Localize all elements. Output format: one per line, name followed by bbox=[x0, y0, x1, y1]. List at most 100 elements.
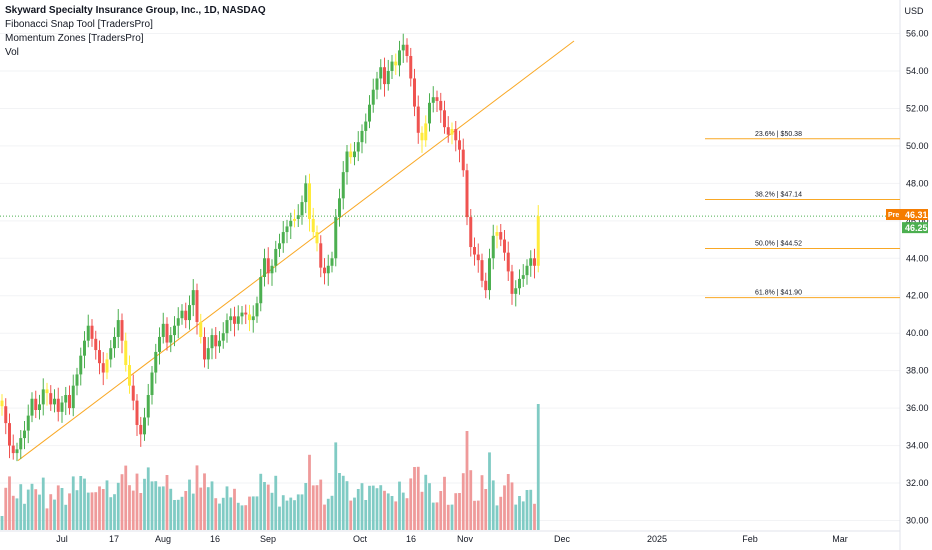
candle-body bbox=[473, 247, 476, 255]
volume-bar bbox=[446, 504, 450, 530]
volume-bar bbox=[345, 481, 349, 530]
volume-bar bbox=[23, 503, 26, 530]
volume-bar bbox=[255, 496, 259, 530]
candle-body bbox=[503, 239, 506, 253]
volume-bar bbox=[113, 494, 116, 530]
indicator-momentum-label[interactable]: Momentum Zones [TradersPro] bbox=[5, 33, 144, 44]
candle-body bbox=[188, 305, 191, 321]
candle-body bbox=[308, 183, 311, 219]
volume-bar bbox=[139, 493, 143, 530]
candle-body bbox=[398, 50, 401, 66]
volume-bar bbox=[86, 492, 90, 530]
volume-bar bbox=[38, 494, 41, 530]
candle-body bbox=[525, 265, 529, 276]
candle-body bbox=[214, 335, 218, 347]
x-tick-label: 16 bbox=[210, 534, 220, 544]
y-tick-label: 32.00 bbox=[906, 478, 929, 488]
volume-bar bbox=[120, 474, 124, 530]
indicator-volume-label[interactable]: Vol bbox=[5, 47, 19, 58]
candle-body bbox=[199, 321, 203, 337]
candle-body bbox=[458, 140, 461, 150]
candle-body bbox=[98, 350, 101, 364]
volume-bar bbox=[386, 493, 390, 530]
candle-body bbox=[191, 290, 195, 306]
y-tick-label: 50.00 bbox=[906, 141, 929, 151]
volume-bar bbox=[454, 493, 458, 530]
volume-bar bbox=[323, 504, 326, 530]
candle-body bbox=[326, 265, 330, 274]
trend-line bbox=[17, 40, 575, 461]
volume-bar bbox=[116, 482, 120, 530]
candle-body bbox=[454, 129, 458, 141]
candle-body bbox=[154, 351, 158, 373]
volume-bar bbox=[443, 476, 446, 530]
volume-bar bbox=[293, 500, 296, 530]
volume-bar bbox=[165, 475, 169, 530]
symbol-title[interactable]: Skyward Specialty Insurance Group, Inc.,… bbox=[5, 5, 266, 16]
candle-body bbox=[83, 340, 86, 356]
volume-bar bbox=[180, 496, 184, 530]
candle-body bbox=[405, 44, 409, 56]
volume-bar bbox=[90, 492, 94, 530]
candle-body bbox=[109, 348, 113, 360]
volume-bar bbox=[375, 488, 379, 530]
pre-price-value: 46.31 bbox=[905, 210, 928, 220]
x-tick-label: Dec bbox=[554, 534, 571, 544]
x-tick-label: Nov bbox=[457, 534, 474, 544]
candle-body bbox=[533, 258, 536, 266]
volume-bar bbox=[484, 489, 488, 530]
candle-body bbox=[536, 216, 540, 266]
volume-bar bbox=[424, 474, 428, 530]
y-tick-label: 48.00 bbox=[906, 178, 929, 188]
candle-body bbox=[251, 316, 255, 321]
volume-bar bbox=[34, 489, 38, 530]
candle-body bbox=[41, 389, 45, 405]
volume-bar bbox=[416, 466, 420, 530]
candle-body bbox=[45, 389, 49, 394]
candle-body bbox=[38, 404, 41, 410]
candle-body bbox=[270, 265, 274, 274]
candle-body bbox=[180, 310, 184, 319]
candle-body bbox=[195, 290, 199, 322]
candle-body bbox=[506, 252, 510, 272]
candle-body bbox=[203, 336, 206, 360]
candle-body bbox=[311, 218, 315, 233]
last-price-value: 46.25 bbox=[905, 223, 928, 233]
volume-bar bbox=[401, 492, 405, 530]
volume-bar bbox=[19, 484, 23, 530]
candle-body bbox=[529, 258, 533, 266]
volume-bar bbox=[488, 452, 491, 530]
volume-bar bbox=[529, 489, 533, 530]
candle-body bbox=[233, 316, 236, 324]
candle-body bbox=[285, 226, 289, 233]
volume-bar bbox=[503, 485, 506, 530]
volume-bar bbox=[506, 474, 510, 530]
candle-body bbox=[315, 232, 319, 244]
x-tick-label: Jul bbox=[56, 534, 68, 544]
candle-body bbox=[210, 335, 214, 349]
candle-body bbox=[383, 67, 386, 85]
candle-body bbox=[289, 220, 293, 227]
candle-body bbox=[60, 402, 64, 412]
y-tick-label: 30.00 bbox=[906, 516, 929, 526]
candle-body bbox=[68, 395, 71, 409]
candle-body bbox=[461, 149, 465, 171]
volume-bar bbox=[75, 490, 79, 530]
volume-bar bbox=[518, 496, 521, 530]
volume-bar bbox=[229, 497, 233, 530]
candle-body bbox=[150, 372, 154, 396]
indicator-fibonacci-label[interactable]: Fibonacci Snap Tool [TradersPro] bbox=[5, 19, 153, 30]
volume-bar bbox=[195, 465, 199, 530]
volume-bar bbox=[349, 500, 353, 530]
volume-bar bbox=[259, 473, 263, 530]
candle-body bbox=[330, 258, 334, 266]
volume-bar bbox=[41, 477, 45, 530]
x-tick-label: Sep bbox=[260, 534, 276, 544]
candle-body bbox=[146, 395, 150, 418]
candle-body bbox=[71, 385, 75, 409]
volume-bar bbox=[383, 490, 386, 530]
candle-body bbox=[49, 393, 53, 405]
volume-bar bbox=[161, 486, 165, 530]
